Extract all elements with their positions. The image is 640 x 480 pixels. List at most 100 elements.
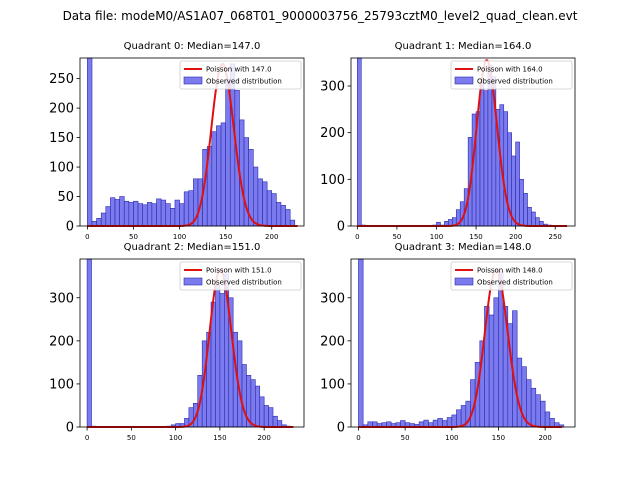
histogram-bar — [446, 417, 453, 428]
legend: Poisson with 151.0 Observed distribution — [179, 261, 302, 291]
y-tick-label: 0 — [337, 421, 345, 436]
histogram-bar — [220, 122, 226, 227]
histogram-bar — [262, 181, 268, 227]
histogram-bar — [241, 364, 247, 428]
histogram-bar — [456, 409, 462, 428]
histogram-bar — [188, 190, 194, 227]
legend-box — [179, 261, 302, 291]
y-tick-label: 100 — [49, 377, 74, 392]
x-tick-label: 50 — [401, 434, 410, 442]
histogram-bar — [263, 405, 269, 428]
histogram-bar — [170, 208, 176, 227]
histogram-bar — [266, 190, 273, 227]
plot-frame — [79, 57, 305, 227]
x-tick-label: 150 — [492, 434, 505, 442]
histogram-bar — [535, 394, 541, 428]
y-tick-label: 150 — [49, 131, 74, 146]
y-tick-label: 100 — [320, 173, 345, 188]
y-tick-label: 300 — [320, 80, 345, 95]
quadrant-2-chart: Quadrant 2: Median=151.0 0 50 100 150 200 0 100… — [49, 242, 305, 442]
legend-box — [179, 60, 302, 90]
histogram-bar — [276, 202, 282, 227]
x-tick-label: 200 — [265, 233, 278, 241]
x-tick-label: 200 — [257, 434, 270, 442]
legend: Poisson with 147.0 Observed distribution — [179, 60, 302, 90]
histogram-bar — [503, 111, 509, 227]
histogram-bar — [493, 297, 499, 428]
histogram-bar — [133, 200, 139, 227]
y-tick-label: 200 — [49, 334, 74, 349]
quadrant-3-title: Quadrant 3: Median=148.0 — [395, 242, 532, 253]
histogram-bar — [219, 293, 225, 428]
histogram-bar — [544, 411, 551, 428]
histogram-bar — [253, 166, 259, 227]
histogram-bar — [110, 197, 116, 227]
x-tick-label: 200 — [538, 434, 551, 442]
x-tick-label: 0 — [85, 434, 89, 442]
histogram-bar — [479, 81, 485, 227]
histogram-bar — [523, 193, 528, 227]
histogram-bar — [423, 419, 429, 428]
histogram-bar — [437, 418, 443, 428]
histogram-bar — [519, 179, 524, 227]
histogram-bar — [515, 141, 520, 227]
histogram-bar — [535, 217, 540, 227]
x-tick-label: 150 — [469, 233, 482, 241]
histogram-bar — [215, 284, 221, 428]
histogram-bar — [96, 218, 102, 227]
histogram-bar — [114, 199, 120, 227]
y-tick-label: 0 — [337, 220, 345, 235]
histogram-bar — [87, 57, 93, 227]
plot-frame — [350, 258, 576, 428]
histogram-bar — [483, 90, 489, 227]
legend-observed-swatch — [183, 76, 203, 85]
histogram-bar — [488, 314, 495, 428]
legend-observed-label: Observed distribution — [206, 279, 282, 287]
x-tick-label: 150 — [213, 434, 226, 442]
quadrant-0-chart: Quadrant 0: Median=147.0 0 50 100 150 200 0 50 1… — [49, 41, 305, 241]
histogram-bar — [272, 415, 278, 428]
histogram-bar — [216, 125, 222, 227]
quadrant-0-title: Quadrant 0: Median=147.0 — [124, 41, 261, 52]
histogram-bar — [451, 414, 457, 428]
y-tick-label: 300 — [320, 291, 345, 306]
histogram-bar — [531, 211, 536, 227]
y-tick-label: 300 — [49, 291, 74, 306]
histogram-bar — [146, 202, 153, 227]
legend-box — [450, 60, 573, 90]
histogram-bar — [268, 407, 274, 428]
x-tick-label: 200 — [509, 233, 522, 241]
histogram-bar — [280, 205, 286, 227]
histogram-bar — [549, 418, 555, 428]
legend-observed-swatch — [454, 76, 474, 85]
y-tick-label: 200 — [49, 102, 74, 117]
x-tick-label: 50 — [127, 434, 136, 442]
legend-poisson-label: Poisson with 148.0 — [477, 267, 543, 275]
legend-observed-swatch — [454, 277, 474, 286]
legend-observed-label: Observed distribution — [477, 279, 553, 287]
histogram-bar — [357, 57, 362, 227]
plot-frame — [79, 258, 305, 428]
x-tick-label: 100 — [430, 233, 443, 241]
legend: Poisson with 148.0 Observed distribution — [450, 261, 573, 291]
histogram-bar — [105, 206, 111, 227]
x-tick-label: 100 — [173, 233, 186, 241]
legend: Poisson with 164.0 Observed distribution — [450, 60, 573, 90]
y-tick-label: 0 — [66, 421, 74, 436]
histogram-bar — [250, 379, 256, 428]
histogram-bar — [285, 209, 291, 227]
x-tick-label: 0 — [356, 434, 360, 442]
histogram-bar — [255, 385, 261, 428]
histogram-bar — [183, 191, 190, 227]
x-tick-label: 150 — [219, 233, 232, 241]
histogram-bar — [179, 203, 185, 227]
x-tick-label: 0 — [85, 233, 89, 241]
histogram-bar — [151, 203, 157, 227]
legend-poisson-label: Poisson with 164.0 — [477, 66, 543, 74]
y-tick-label: 200 — [320, 334, 345, 349]
quadrant-2-title: Quadrant 2: Median=151.0 — [124, 242, 261, 253]
histogram-bar — [142, 204, 148, 227]
y-tick-label: 250 — [49, 72, 74, 87]
y-tick-label: 50 — [57, 190, 74, 205]
